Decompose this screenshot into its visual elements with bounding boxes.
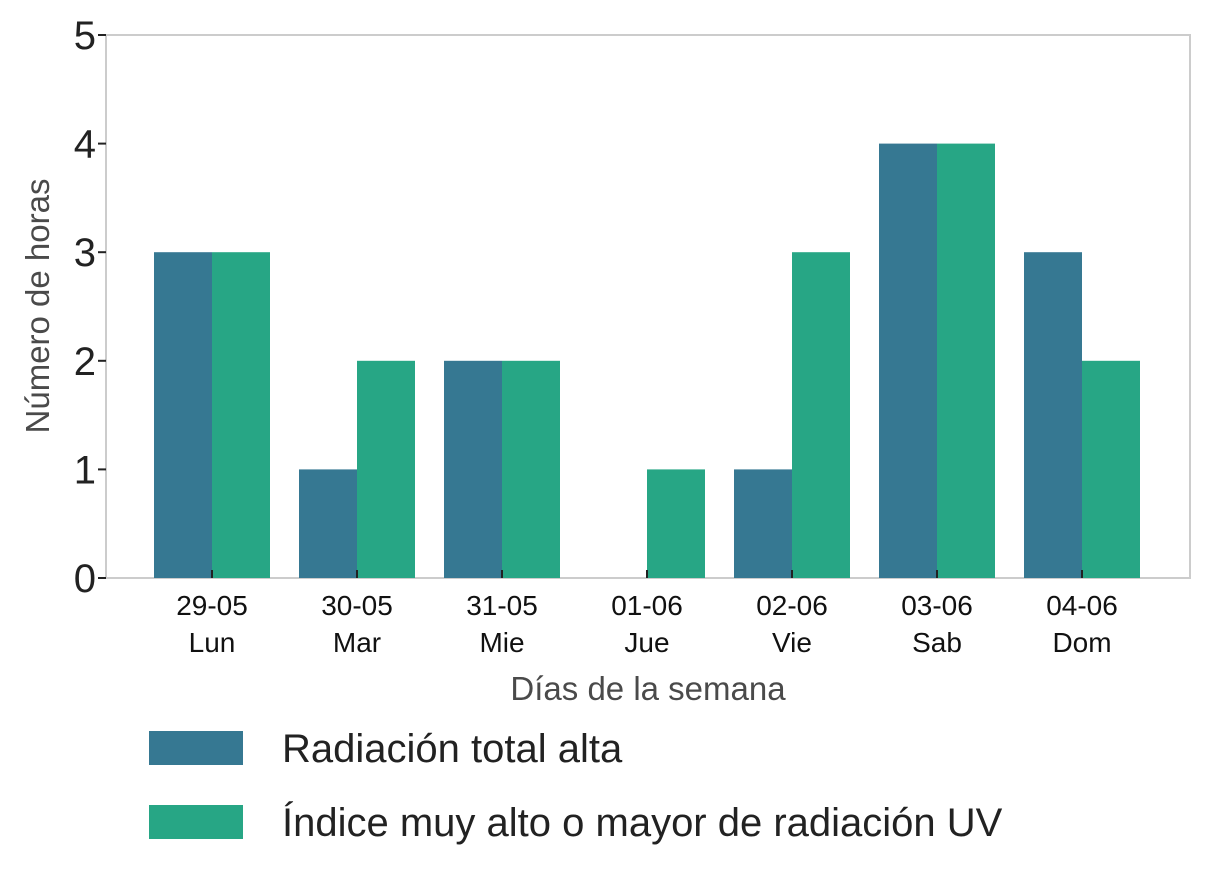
x-tick-label-date: 04-06: [1046, 590, 1118, 621]
bar: [734, 469, 792, 578]
legend-label: Radiación total alta: [282, 727, 623, 771]
x-axis-title: Días de la semana: [510, 670, 786, 707]
y-tick-label: 0: [74, 557, 96, 601]
bar: [647, 469, 705, 578]
y-axis-title: Número de horas: [19, 179, 56, 434]
x-tick-label-day: Lun: [189, 627, 236, 658]
legend-label: Índice muy alto o mayor de radiación UV: [282, 800, 1003, 845]
bar: [212, 252, 270, 578]
y-tick-label: 5: [74, 14, 96, 58]
bar: [502, 360, 560, 578]
bars-group: [154, 143, 1140, 578]
bar: [299, 469, 357, 578]
x-tick-label-day: Mar: [333, 627, 381, 658]
y-axis-ticks: 0 1 2 3 4 5: [74, 14, 106, 601]
x-tick-label-date: 03-06: [901, 590, 973, 621]
x-tick-label-date: 02-06: [756, 590, 828, 621]
y-tick-label: 2: [74, 340, 96, 384]
legend-swatch: [149, 731, 243, 765]
x-tick-label-day: Mie: [479, 627, 524, 658]
x-tick-label-date: 01-06: [611, 590, 683, 621]
x-tick-label-date: 31-05: [466, 590, 538, 621]
x-tick-label-day: Sab: [912, 627, 962, 658]
y-tick-label: 3: [74, 231, 96, 275]
x-tick-label-date: 29-05: [176, 590, 248, 621]
bar: [1082, 360, 1140, 578]
bar: [792, 252, 850, 578]
x-tick-label-day: Vie: [772, 627, 812, 658]
x-axis-ticks: 29-05 Lun 30-05 Mar 31-05 Mie 01-06 Jue 02-06 Vie…: [176, 570, 1118, 658]
legend-swatch: [149, 805, 243, 839]
y-tick-label: 4: [74, 123, 96, 167]
bar: [357, 360, 415, 578]
y-tick-label: 1: [74, 448, 96, 492]
x-tick-label-date: 30-05: [321, 590, 393, 621]
x-tick-label-day: Jue: [624, 627, 669, 658]
bar: [879, 143, 937, 578]
bar: [1024, 252, 1082, 578]
bar: [444, 360, 502, 578]
legend: Radiación total alta Índice muy alto o ma…: [149, 727, 1003, 845]
bar: [154, 252, 212, 578]
x-tick-label-day: Dom: [1052, 627, 1111, 658]
bar: [937, 143, 995, 578]
